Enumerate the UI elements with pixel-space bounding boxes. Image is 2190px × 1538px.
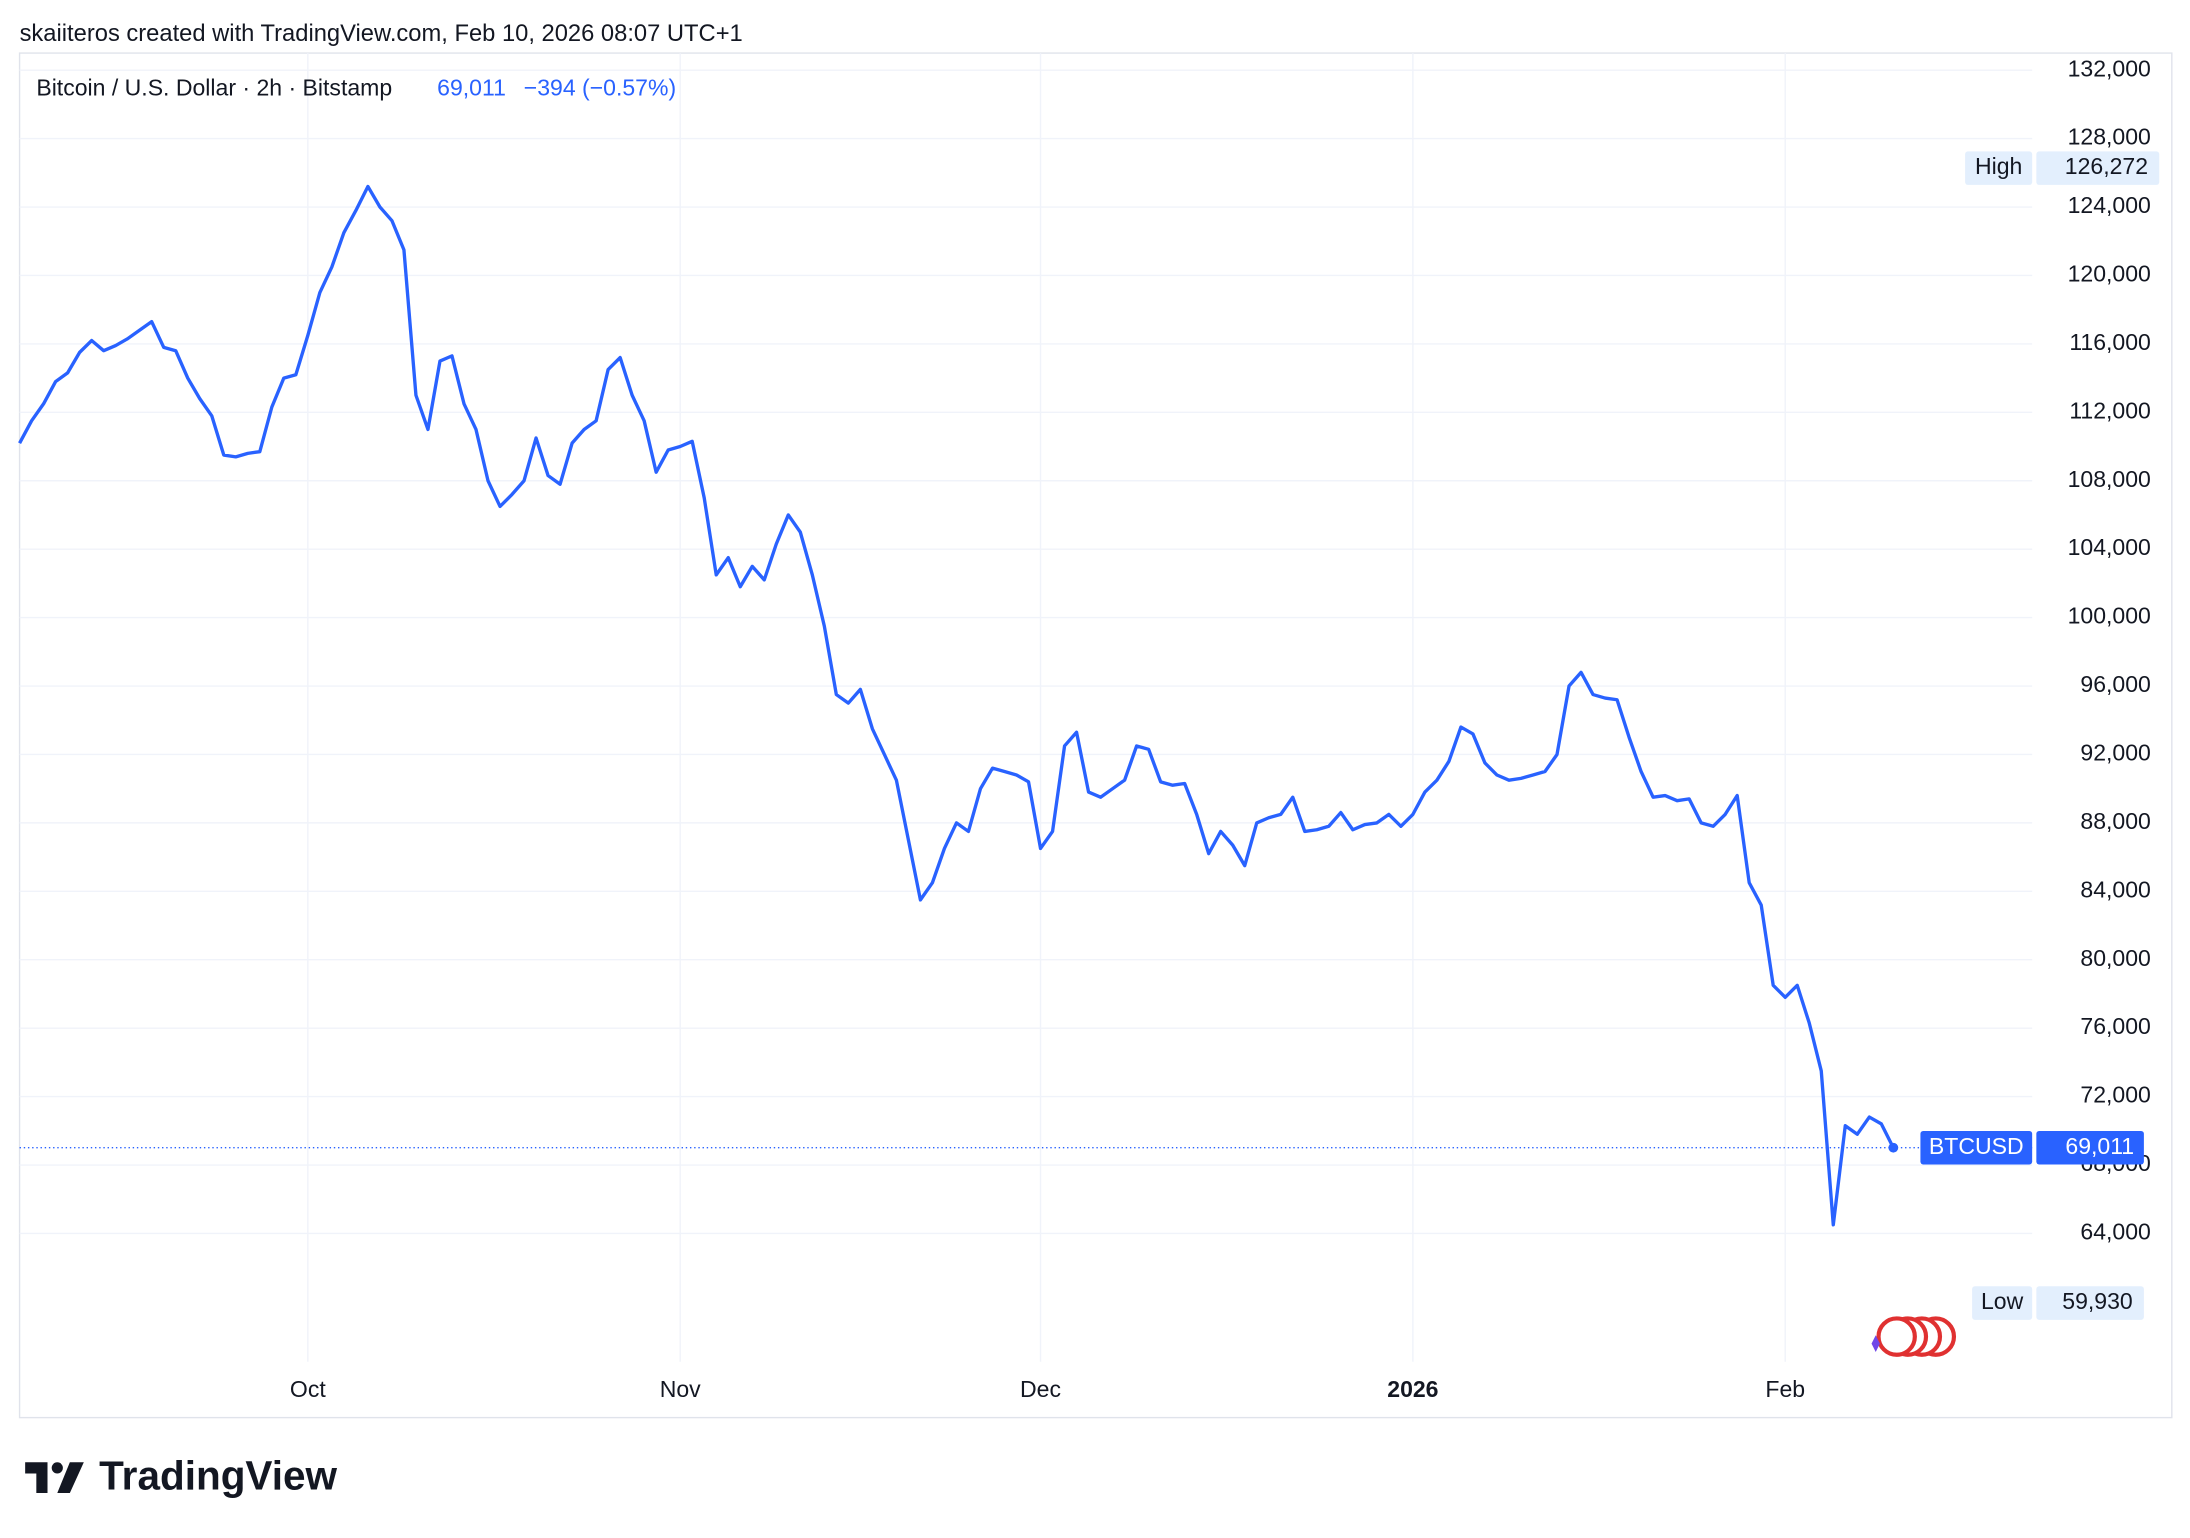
y-tick-label: 92,000 (2080, 740, 2150, 766)
low-name: Low (1981, 1288, 2024, 1314)
high-name: High (1975, 153, 2022, 179)
y-tick-label: 104,000 (2068, 534, 2151, 560)
y-tick-label: 124,000 (2068, 192, 2151, 218)
y-tick-label: 120,000 (2068, 261, 2151, 287)
logo-icon (51, 1462, 63, 1474)
x-tick-label: Nov (660, 1376, 701, 1402)
chart-frame (18, 52, 2173, 1419)
y-tick-label: 76,000 (2080, 1013, 2150, 1039)
grid (19, 53, 2033, 1362)
x-tick-label: Feb (1765, 1376, 1805, 1402)
logo: TradingView (25, 1453, 337, 1499)
y-tick-label: 96,000 (2080, 671, 2150, 697)
y-tick-label: 112,000 (2069, 397, 2151, 423)
logo-icon (57, 1462, 84, 1494)
last-point (1888, 1142, 1899, 1153)
last-name: BTCUSD (1929, 1133, 2024, 1159)
y-tick-label: 72,000 (2080, 1082, 2150, 1108)
high-name-box (1965, 151, 2033, 185)
last-value: 69,011 (2065, 1133, 2134, 1159)
last-name-box (1920, 1130, 2033, 1165)
logo-icon (25, 1462, 48, 1494)
y-tick-label: 80,000 (2080, 945, 2150, 971)
high-value-box (2036, 151, 2160, 185)
high-value: 126,272 (2065, 153, 2148, 179)
x-tick-label: 2026 (1387, 1376, 1438, 1402)
low-value-box (2036, 1286, 2144, 1320)
x-tick-label: Oct (290, 1376, 326, 1402)
event-flags (1871, 1316, 1957, 1357)
y-tick-label: 132,000 (2068, 55, 2151, 81)
last-value-box (2036, 1130, 2144, 1165)
low-name-box (1972, 1286, 2033, 1320)
y-tick-label: 128,000 (2068, 124, 2151, 150)
y-tick-label: 84,000 (2080, 876, 2150, 902)
symbol-title: Bitcoin / U.S. Dollar · 2h · Bitstamp (36, 74, 392, 100)
y-tick-label: 88,000 (2080, 808, 2150, 834)
event-flag (1876, 1316, 1917, 1357)
y-tick-label: 116,000 (2069, 329, 2151, 355)
attribution: skaiiteros created with TradingView.com,… (20, 21, 743, 47)
low-value: 59,930 (2062, 1288, 2132, 1314)
last-price-header: 69,011 (437, 74, 506, 100)
y-tick-label: 100,000 (2068, 603, 2151, 629)
watermark: TradingView (99, 1453, 337, 1499)
y-tick-label: 108,000 (2068, 466, 2151, 492)
price-change: −394 (−0.57%) (524, 74, 676, 100)
x-tick-label: Dec (1020, 1376, 1061, 1402)
y-tick-label: 64,000 (2080, 1219, 2150, 1245)
price-line (18, 184, 1895, 1227)
